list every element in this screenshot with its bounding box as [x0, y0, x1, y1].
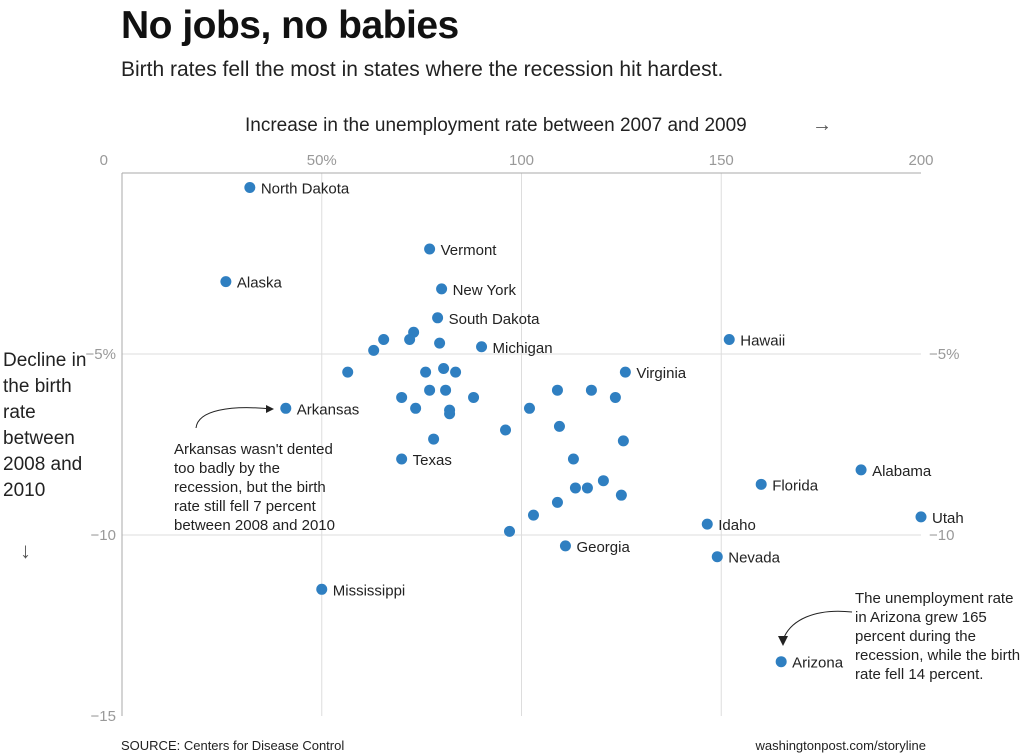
data-point [424, 384, 436, 396]
data-point [316, 583, 328, 595]
data-point [559, 540, 571, 552]
data-point [551, 496, 563, 508]
data-point [368, 344, 380, 356]
x-tick-label: 150 [709, 152, 734, 169]
y-tick-label-left: −15 [91, 708, 116, 725]
data-point [701, 518, 713, 530]
y-tick-label-left: −10 [91, 527, 116, 544]
data-point [723, 334, 735, 346]
data-point [410, 402, 422, 414]
data-point [420, 366, 432, 378]
data-point [523, 402, 535, 414]
data-point [619, 366, 631, 378]
data-label: Arizona [792, 655, 844, 672]
data-label: Michigan [493, 340, 553, 357]
y-tick-label-left: −5% [86, 346, 116, 363]
data-point [711, 551, 723, 563]
data-point [428, 433, 440, 445]
data-point [915, 511, 927, 523]
arkansas-annotation: Arkansas wasn't dented too badly by the … [174, 441, 335, 534]
data-point [378, 334, 390, 346]
data-label: Hawaii [740, 333, 785, 350]
data-label: Arkansas [297, 401, 360, 418]
x-tick-label: 200 [908, 152, 933, 169]
data-label: Alabama [872, 463, 932, 480]
arizona-arrow [782, 610, 853, 641]
data-point [450, 366, 462, 378]
data-point [585, 384, 597, 396]
data-point [597, 475, 609, 487]
data-label: Georgia [576, 539, 630, 556]
data-point [438, 362, 450, 374]
y-tick-label-right: −10 [929, 527, 954, 544]
data-point [567, 453, 579, 465]
arizona-annotation: The unemployment rate in Arizona grew 16… [855, 590, 1021, 683]
data-point [581, 482, 593, 494]
right-arrow-icon: → [812, 114, 832, 136]
x-axis-label: Increase in the unemployment rate betwee… [245, 115, 747, 136]
x-tick-label: 100 [509, 152, 534, 169]
data-point [617, 435, 629, 447]
data-point [775, 656, 787, 668]
data-point [424, 243, 436, 255]
data-point [500, 424, 512, 436]
data-label: Alaska [237, 275, 283, 292]
down-arrow-icon: ↓ [20, 538, 31, 563]
data-point [609, 391, 621, 403]
data-point [755, 478, 767, 490]
data-label: New York [453, 282, 517, 299]
x-tick-label: 50% [307, 152, 337, 169]
data-label: Texas [413, 452, 452, 469]
data-point [396, 391, 408, 403]
arizona-arrowhead [778, 636, 788, 646]
arkansas-arrowhead [266, 405, 274, 413]
chart-subtitle: Birth rates fell the most in states wher… [121, 58, 724, 81]
y-tick-label-right: −5% [929, 346, 959, 363]
data-point [553, 420, 565, 432]
arkansas-arrow [195, 407, 273, 429]
data-point [280, 402, 292, 414]
data-label: Mississippi [333, 582, 406, 599]
data-label: Florida [772, 477, 819, 494]
data-label: Nevada [728, 550, 780, 567]
data-point [569, 482, 581, 494]
data-point [432, 312, 444, 324]
data-point [476, 341, 488, 353]
credit-link[interactable]: washingtonpost.com/storyline [755, 738, 926, 753]
data-point [444, 408, 456, 420]
data-point [436, 283, 448, 295]
data-point [855, 464, 867, 476]
data-point [396, 453, 408, 465]
data-point [220, 276, 232, 288]
data-point [440, 384, 452, 396]
data-label: South Dakota [449, 311, 541, 328]
data-point [342, 366, 354, 378]
data-point [551, 384, 563, 396]
chart-title: No jobs, no babies [121, 4, 459, 47]
data-label: Virginia [636, 365, 686, 382]
data-point [527, 509, 539, 521]
data-label: North Dakota [261, 180, 350, 197]
x-tick-label: 0 [100, 152, 108, 169]
data-point [244, 181, 256, 193]
y-axis-label: Decline in the birth rate between 2008 a… [3, 350, 87, 501]
data-label: Utah [932, 510, 964, 527]
data-label: Vermont [441, 242, 498, 259]
data-point [404, 334, 416, 346]
data-point [615, 489, 627, 501]
data-point [468, 391, 480, 403]
data-point [434, 337, 446, 349]
source-note: SOURCE: Centers for Disease Control [121, 738, 345, 753]
data-label: Idaho [718, 517, 756, 534]
data-point [504, 525, 516, 537]
